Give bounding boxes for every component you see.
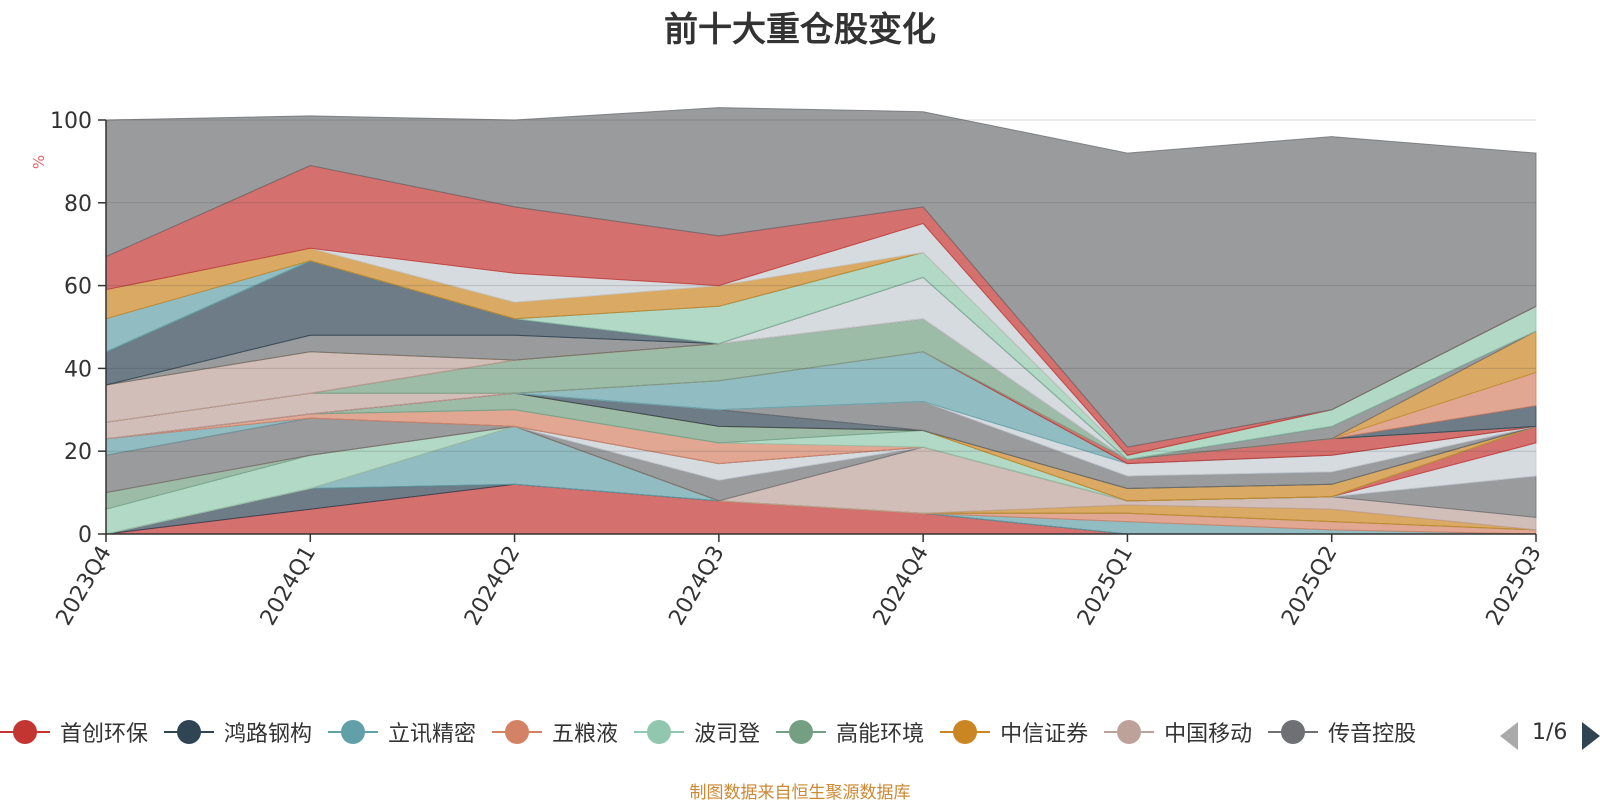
legend-marker-icon bbox=[328, 720, 379, 744]
y-tick-label-0: 0 bbox=[78, 523, 92, 548]
axes bbox=[105, 120, 1536, 535]
legend-label: 首创环保 bbox=[60, 722, 149, 747]
legend-label: 立讯精密 bbox=[388, 722, 477, 747]
legend-item-8[interactable]: 中国移动 bbox=[1104, 716, 1252, 748]
legend-label: 传音控股 bbox=[1328, 722, 1417, 747]
legend-label: 中信证券 bbox=[1000, 722, 1089, 747]
legend-label: 中国移动 bbox=[1164, 722, 1253, 747]
legend-item-4[interactable]: 五粮液 bbox=[492, 716, 618, 748]
legend-label: 高能环境 bbox=[836, 722, 925, 747]
legend-marker-icon bbox=[492, 720, 543, 744]
y-tick-label-40: 40 bbox=[64, 357, 92, 382]
legend-item-2[interactable]: 鸿路钢构 bbox=[164, 716, 312, 748]
legend-page-indicator: 1/6 bbox=[1532, 720, 1568, 745]
legend-marker-icon bbox=[940, 720, 991, 744]
legend-item-6[interactable]: 高能环境 bbox=[776, 716, 924, 748]
legend-marker-icon bbox=[634, 720, 685, 744]
legend-label: 鸿路钢构 bbox=[224, 722, 313, 747]
legend-marker-icon bbox=[776, 720, 827, 744]
gridlines bbox=[106, 119, 1536, 452]
legend-label: 五粮液 bbox=[552, 722, 619, 747]
x-tick-label-2024Q2: 2024Q2 bbox=[460, 542, 525, 630]
chart-title: 前十大重仓股变化 bbox=[664, 10, 936, 50]
area-series-36[interactable] bbox=[105, 107, 1537, 448]
legend-marker-icon bbox=[1104, 720, 1155, 744]
x-tick-label-2025Q1: 2025Q1 bbox=[1073, 542, 1138, 630]
y-tick-label-60: 60 bbox=[64, 275, 92, 300]
x-tick-label-2025Q3: 2025Q3 bbox=[1482, 542, 1547, 630]
legend-label: 波司登 bbox=[694, 722, 761, 747]
y-tick-label-80: 80 bbox=[64, 192, 92, 217]
legend-marker-icon bbox=[0, 720, 50, 744]
legend-item-9[interactable]: 传音控股 bbox=[1268, 716, 1416, 748]
x-tick-label-2024Q4: 2024Q4 bbox=[869, 542, 934, 630]
legend: 首创环保 鸿路钢构 立讯精密 五粮液 波司登 高能环境 中信证券 中国移动 传音控股 bbox=[0, 716, 1480, 756]
y-axis-label: % bbox=[30, 155, 48, 169]
series-areas bbox=[105, 107, 1537, 535]
legend-item-7[interactable]: 中信证券 bbox=[940, 716, 1088, 748]
legend-item-5[interactable]: 波司登 bbox=[634, 716, 760, 748]
y-ticks: 0 20 40 60 80 100 bbox=[50, 109, 106, 548]
y-tick-label-20: 20 bbox=[64, 440, 92, 465]
x-tick-label-2025Q2: 2025Q2 bbox=[1277, 542, 1342, 630]
x-tick-label-2024Q1: 2024Q1 bbox=[256, 542, 321, 630]
data-source-note: 制图数据来自恒生聚源数据库 bbox=[689, 783, 911, 803]
x-tick-label-2024Q3: 2024Q3 bbox=[664, 542, 729, 630]
legend-marker-icon bbox=[1268, 720, 1319, 744]
x-tick-label-2023Q4: 2023Q4 bbox=[52, 542, 117, 630]
legend-marker-icon bbox=[164, 720, 215, 744]
y-tick-label-100: 100 bbox=[50, 109, 92, 134]
x-ticks: 2023Q4 2024Q1 2024Q2 2024Q3 2024Q4 2025Q1 2025… bbox=[52, 534, 1547, 630]
legend-item-3[interactable]: 立讯精密 bbox=[328, 716, 476, 748]
legend-next-arrow-icon[interactable] bbox=[1582, 722, 1600, 750]
legend-item-1[interactable]: 首创环保 bbox=[0, 716, 148, 748]
legend-prev-arrow-icon[interactable] bbox=[1500, 722, 1518, 750]
legend-pager: 1/6 bbox=[1500, 718, 1600, 754]
